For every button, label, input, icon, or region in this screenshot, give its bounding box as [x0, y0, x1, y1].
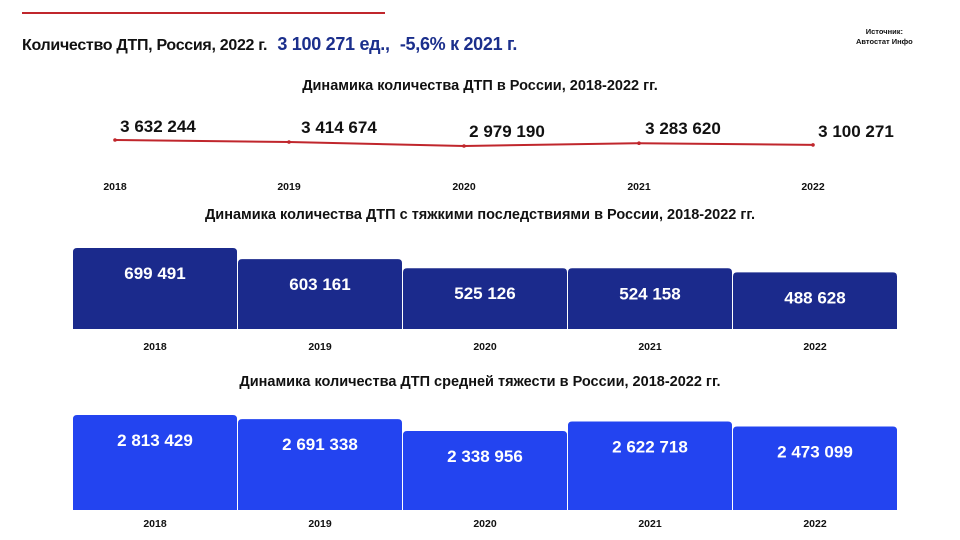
severe-bar-2019	[238, 259, 402, 329]
medium-bar-2018	[73, 415, 237, 510]
line-value-label-2018: 3 632 244	[120, 117, 196, 136]
medium-value-label-2020: 2 338 956	[447, 447, 523, 466]
line-point-2019	[287, 140, 291, 144]
severe-bar-2022	[733, 272, 897, 329]
source-note: Источник: Автостат Инфо	[856, 27, 913, 47]
severe-year-label-2020: 2020	[473, 341, 497, 353]
headline: Количество ДТП, Россия, 2022 г. 3 100 27…	[22, 34, 517, 55]
severe-year-label-2019: 2019	[308, 341, 332, 353]
severe-year-label-2022: 2022	[803, 341, 827, 353]
line-point-2021	[637, 141, 641, 146]
line-point-2020	[462, 144, 466, 148]
medium-year-label-2021: 2021	[638, 518, 662, 530]
top-accent-rule	[22, 12, 385, 14]
line-year-label-2018: 2018	[103, 181, 127, 193]
severe-value-label-2018: 699 491	[124, 264, 185, 283]
medium-bar-2019	[238, 419, 402, 510]
line-value-label-2022: 3 100 271	[818, 122, 894, 141]
source-name: Автостат Инфо	[856, 37, 913, 46]
severe-bar-2020	[403, 268, 567, 329]
line-year-label-2020: 2020	[452, 181, 476, 193]
severe-value-label-2020: 525 126	[454, 284, 515, 303]
line-chart-title: Динамика количества ДТП в России, 2018-2…	[302, 78, 658, 94]
severe-bar-2021	[568, 268, 732, 329]
severe-value-label-2021: 524 158	[619, 284, 680, 303]
line-value-label-2020: 2 979 190	[469, 122, 545, 141]
severe-value-label-2022: 488 628	[784, 288, 845, 307]
medium-bar-2022	[733, 426, 897, 510]
medium-year-label-2018: 2018	[143, 518, 167, 530]
line-point-2018	[113, 138, 117, 142]
medium-value-label-2019: 2 691 338	[282, 435, 358, 454]
severe-value-label-2019: 603 161	[289, 275, 350, 294]
medium-bar-2020	[403, 431, 567, 510]
line-year-label-2022: 2022	[801, 181, 825, 193]
medium-bar-chart-title: Динамика количества ДТП средней тяжести …	[239, 374, 721, 390]
line-point-2022	[811, 143, 815, 147]
line-value-label-2021: 3 283 620	[645, 119, 721, 138]
headline-value: 3 100 271 ед.,	[277, 34, 390, 54]
source-label: Источник:	[865, 27, 903, 36]
line-year-label-2021: 2021	[627, 181, 651, 193]
line-year-label-2019: 2019	[277, 181, 301, 193]
headline-change: -5,6% к 2021 г.	[399, 34, 518, 54]
severe-year-label-2021: 2021	[638, 341, 662, 353]
medium-bar-2021	[568, 421, 732, 510]
medium-value-label-2022: 2 473 099	[777, 442, 853, 461]
medium-year-label-2022: 2022	[803, 518, 827, 530]
medium-value-label-2021: 2 622 718	[612, 437, 688, 456]
medium-year-label-2019: 2019	[308, 518, 332, 530]
medium-value-label-2018: 2 813 429	[117, 431, 193, 450]
medium-year-label-2020: 2020	[473, 518, 497, 530]
headline-title: Количество ДТП, Россия, 2022 г.	[22, 37, 268, 54]
line-value-label-2019: 3 414 674	[301, 118, 377, 137]
severe-year-label-2018: 2018	[143, 341, 167, 353]
severe-bar-2018	[73, 248, 237, 329]
severe-bar-chart-title: Динамика количества ДТП с тяжкими послед…	[204, 207, 756, 223]
